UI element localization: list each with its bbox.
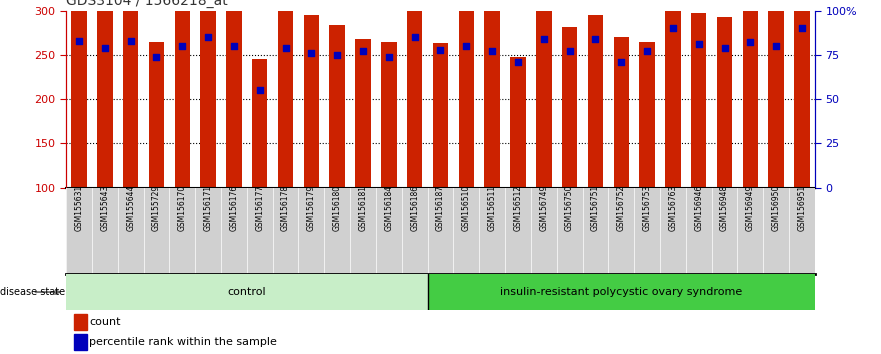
Text: GDS3104 / 1566218_at: GDS3104 / 1566218_at (66, 0, 228, 8)
Point (381, 54, 396, 59)
Bar (252, 59, 268, 188)
Point (278, 45, 292, 51)
Bar (407, 0, 422, 188)
Point (666, 25, 680, 31)
Bar (510, 57, 526, 188)
Bar (665, 0, 681, 188)
Point (485, 48, 500, 54)
Point (98, 45, 112, 51)
Bar (640, 42, 655, 188)
Bar (304, 15, 319, 188)
Point (614, 59, 628, 65)
Point (589, 36, 603, 42)
Text: control: control (227, 287, 266, 297)
Point (769, 43, 783, 49)
Point (150, 54, 164, 59)
Bar (613, 37, 629, 188)
Bar (485, 2, 500, 188)
Bar (329, 25, 345, 188)
Point (744, 40, 758, 45)
Bar (278, 0, 293, 188)
Point (640, 48, 654, 54)
Point (692, 41, 706, 47)
Bar (74, 334, 87, 350)
Bar (71, 0, 86, 188)
Bar (691, 13, 707, 188)
Bar (433, 44, 448, 188)
Bar (174, 0, 190, 188)
Text: count: count (89, 317, 121, 327)
Bar (200, 0, 216, 188)
Point (563, 48, 577, 54)
Bar (226, 8, 241, 188)
Point (356, 48, 370, 54)
Point (511, 59, 525, 65)
Point (175, 43, 189, 49)
Bar (588, 15, 603, 188)
Bar (149, 42, 164, 188)
Point (717, 45, 731, 51)
Bar (66, 274, 427, 310)
Point (123, 38, 137, 44)
Bar (97, 7, 113, 188)
Text: percentile rank within the sample: percentile rank within the sample (89, 337, 278, 347)
Point (330, 52, 344, 58)
Point (72, 38, 86, 44)
Bar (355, 39, 371, 188)
Bar (768, 0, 784, 188)
Point (201, 34, 215, 40)
Point (253, 87, 267, 93)
Bar (717, 17, 732, 188)
Bar (743, 0, 759, 188)
Point (227, 43, 241, 49)
Point (304, 50, 318, 56)
Point (459, 43, 473, 49)
Point (795, 25, 809, 31)
Point (408, 34, 422, 40)
Bar (122, 0, 138, 188)
Bar (459, 0, 474, 188)
Bar (427, 274, 815, 310)
Text: insulin-resistant polycystic ovary syndrome: insulin-resistant polycystic ovary syndr… (500, 287, 743, 297)
Text: disease state: disease state (0, 287, 65, 297)
Bar (536, 0, 552, 188)
Point (537, 36, 551, 42)
Bar (795, 0, 810, 188)
Bar (381, 42, 396, 188)
Bar (562, 27, 577, 188)
Bar (74, 314, 87, 330)
Point (433, 47, 448, 52)
